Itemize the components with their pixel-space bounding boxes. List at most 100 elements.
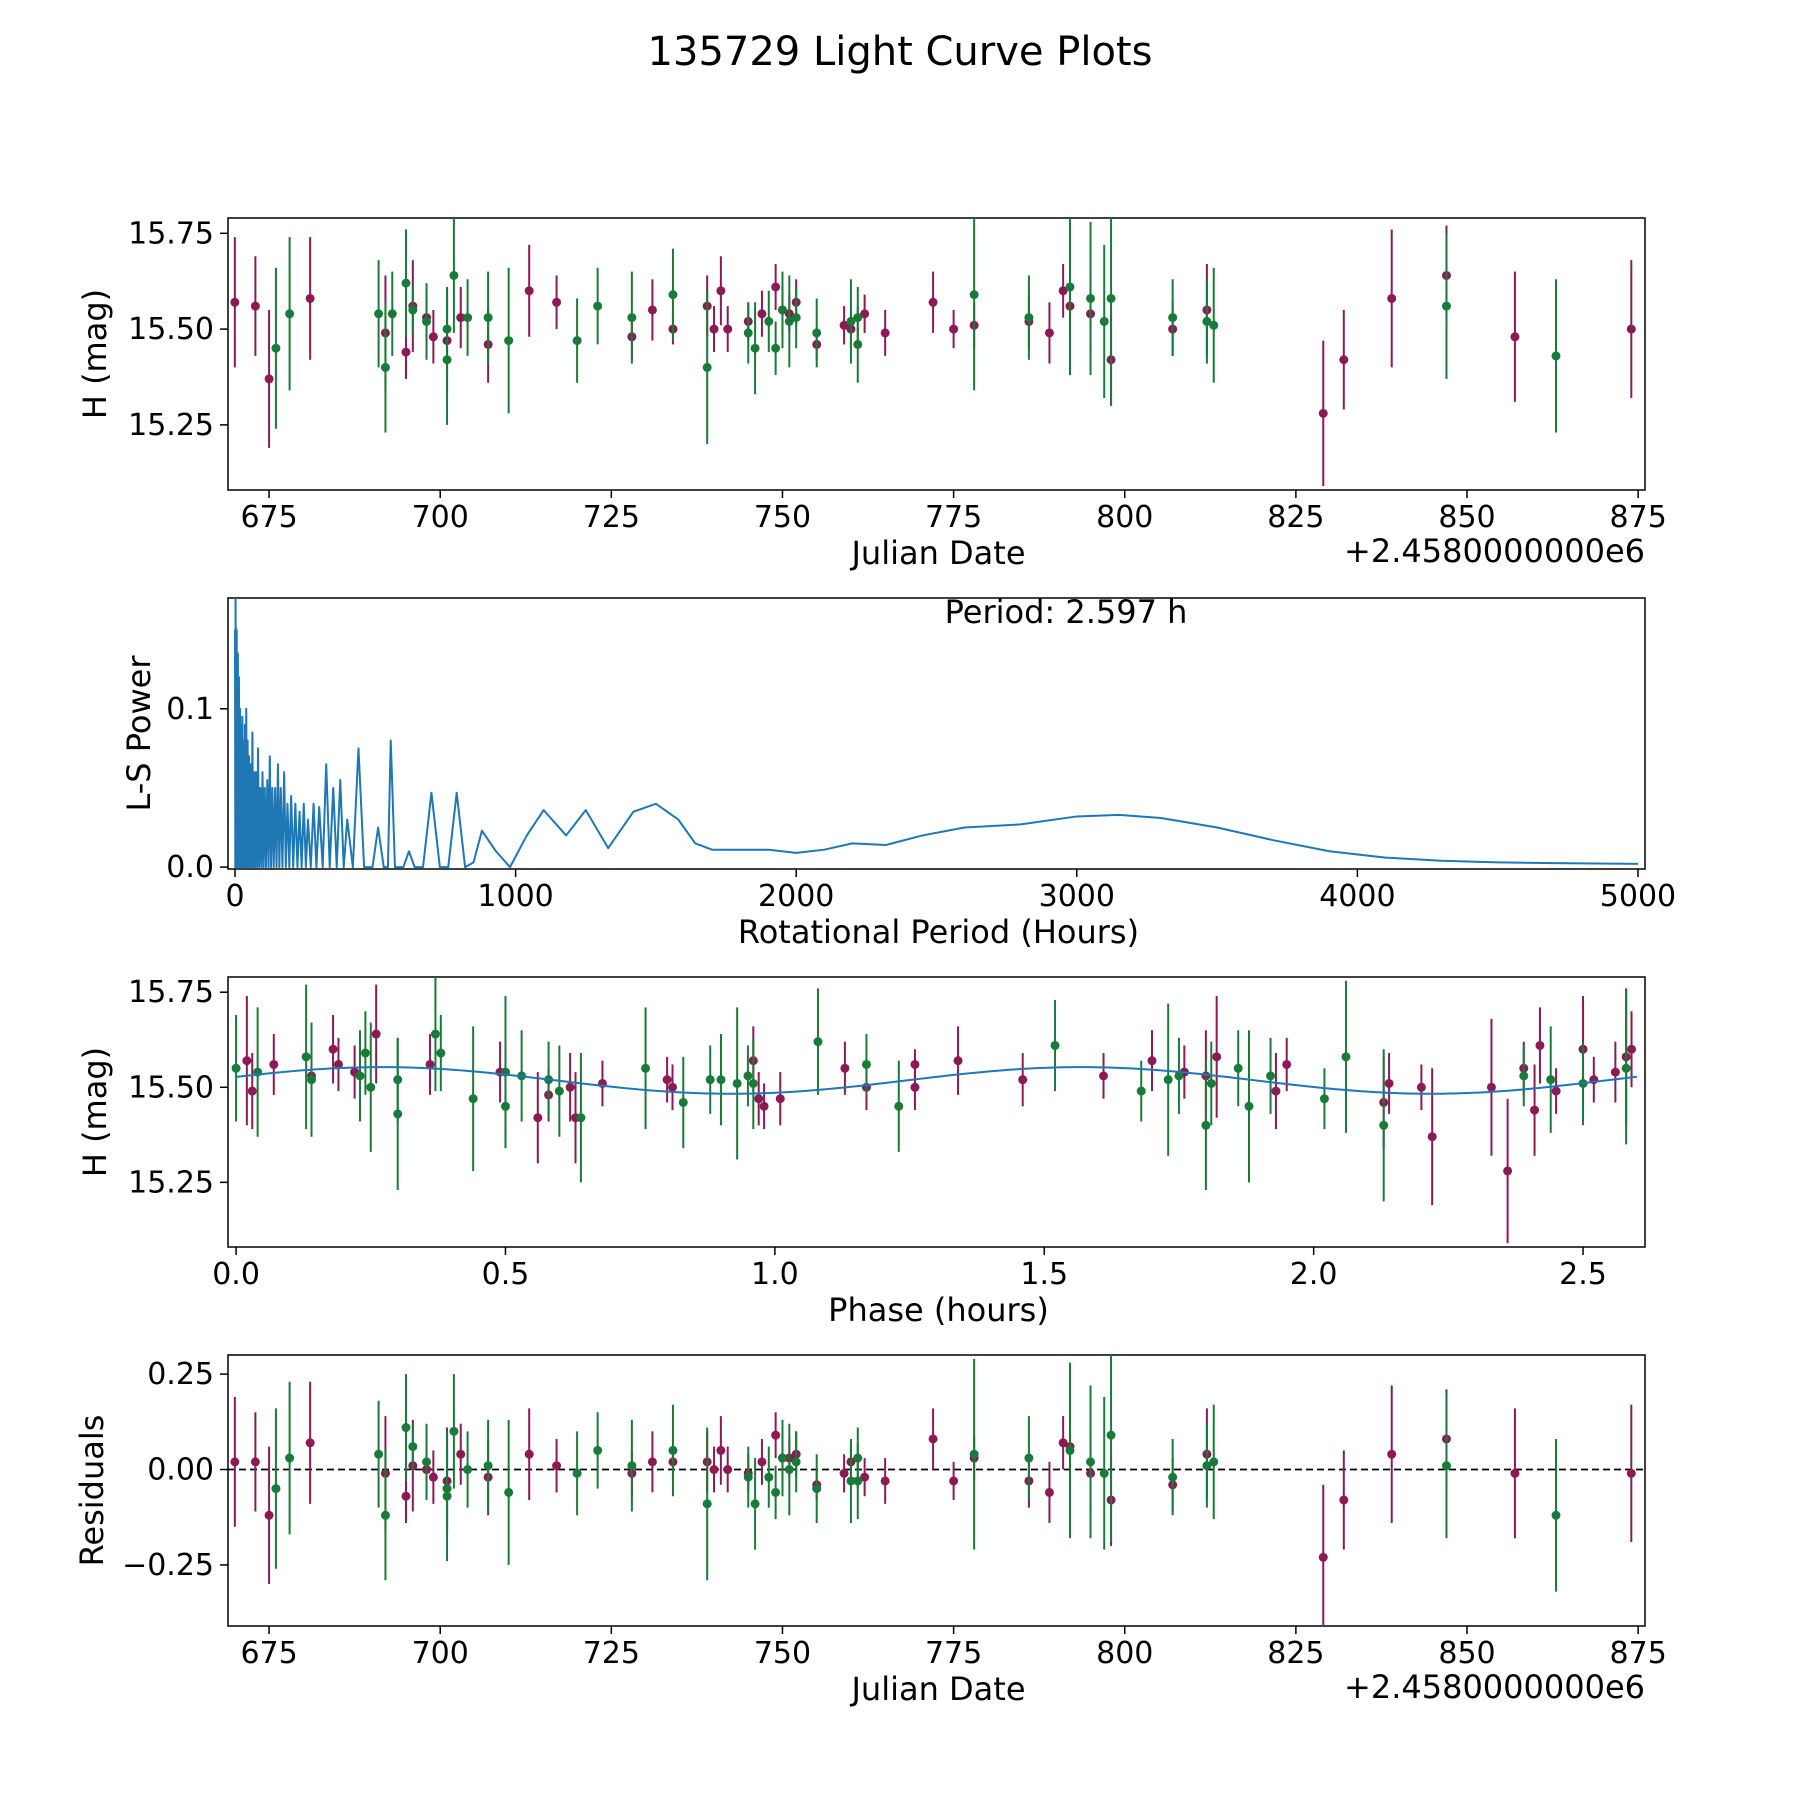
green-point: [1086, 1457, 1096, 1467]
green-point: [500, 1101, 510, 1111]
green-point: [374, 309, 384, 319]
green-point: [408, 305, 418, 315]
green-point: [784, 1465, 794, 1475]
magenta-point: [371, 1029, 381, 1039]
magenta-point: [647, 305, 657, 315]
green-point: [285, 309, 295, 319]
green-point: [1201, 1120, 1211, 1130]
residuals-xtick-label: 775: [925, 1636, 982, 1671]
magenta-point: [264, 374, 274, 384]
green-point: [641, 1063, 651, 1073]
green-point: [1136, 1086, 1146, 1096]
light-curve-xtick-label: 725: [583, 500, 640, 535]
magenta-point: [839, 1468, 849, 1478]
green-point: [791, 313, 801, 323]
magenta-point: [1627, 1044, 1637, 1054]
green-point: [387, 309, 397, 319]
green-point: [846, 1476, 856, 1486]
residuals-xtick-label: 750: [754, 1636, 811, 1671]
panel-light-curve: 675 700 725 750 775 800 825 850 875 15.25 15.50 15.…: [76, 216, 1667, 572]
residuals-ytick-label: 0.25: [147, 1357, 214, 1392]
green-point: [1024, 313, 1034, 323]
green-point: [705, 1075, 715, 1085]
green-point: [750, 343, 760, 353]
magenta-point: [524, 286, 534, 296]
residuals-frame: [227, 1354, 1646, 1627]
magenta-point: [860, 309, 870, 319]
green-point: [771, 1487, 781, 1497]
magenta-point: [425, 1059, 435, 1069]
green-point: [380, 1510, 390, 1520]
period-annotation: Period: 2.597 h: [945, 593, 1188, 631]
phased-xlabel: Phase (hours): [828, 1291, 1049, 1329]
green-point: [764, 1472, 774, 1482]
periodogram-ylabel: L-S Power: [120, 655, 158, 812]
light-curve-xtick-label: 750: [754, 500, 811, 535]
magenta-point: [1384, 1078, 1394, 1088]
green-point: [380, 362, 390, 372]
phase-model-curve: [235, 1066, 1638, 1095]
green-point: [1341, 1052, 1351, 1062]
green-point: [1174, 1071, 1184, 1081]
residuals-xtick-label: 825: [1267, 1636, 1324, 1671]
magenta-point: [456, 313, 466, 323]
magenta-point: [524, 1449, 534, 1459]
magenta-point: [667, 1082, 677, 1092]
green-point: [1244, 1101, 1254, 1111]
magenta-point: [1535, 1040, 1545, 1050]
periodogram-frame: [227, 597, 1646, 870]
green-point: [777, 1453, 787, 1463]
green-point: [743, 1472, 753, 1482]
green-point: [894, 1101, 904, 1111]
magenta-point: [1339, 1495, 1349, 1505]
green-point: [449, 270, 459, 280]
green-point: [1163, 1075, 1173, 1085]
panel-periodogram: 0 1000 2000 3000 4000 5000 0.0 0.1 Rotational Pe…: [120, 593, 1676, 951]
magenta-point: [662, 1075, 672, 1085]
magenta-point: [757, 1457, 767, 1467]
green-point: [812, 328, 822, 338]
magenta-point: [723, 1465, 733, 1475]
light-curve-xtick-label: 825: [1267, 500, 1324, 535]
green-point: [1209, 320, 1219, 330]
light-curve-ytick-label: 15.25: [128, 408, 214, 443]
magenta-point: [771, 1430, 781, 1440]
green-point: [307, 1075, 317, 1085]
green-point: [285, 1453, 295, 1463]
magenta-point: [1058, 1438, 1068, 1448]
green-point: [271, 1484, 281, 1494]
magenta-point: [1387, 1449, 1397, 1459]
light-curve-xlabel: Julian Date: [849, 534, 1025, 572]
magenta-point: [565, 1082, 575, 1092]
green-point: [1065, 282, 1075, 292]
green-point: [271, 343, 281, 353]
green-point: [374, 1449, 384, 1459]
periodogram-ytick-label: 0.0: [166, 850, 214, 885]
green-point: [1319, 1094, 1329, 1104]
green-point: [743, 1071, 753, 1081]
green-point: [422, 316, 432, 326]
residuals-offset-label: +2.4580000000e6: [1344, 1668, 1645, 1706]
green-point: [1379, 1120, 1389, 1130]
magenta-point: [1416, 1082, 1426, 1092]
green-point: [627, 1461, 637, 1471]
green-point: [846, 316, 856, 326]
residuals-xtick-label: 850: [1438, 1636, 1495, 1671]
residuals-xlabel: Julian Date: [849, 1670, 1025, 1708]
magenta-point: [552, 1461, 562, 1471]
magenta-point: [1282, 1059, 1292, 1069]
light-curve-frame: [227, 217, 1646, 491]
magenta-point: [709, 1465, 719, 1475]
green-point: [813, 1037, 823, 1047]
green-point: [853, 339, 863, 349]
green-point: [1233, 1063, 1243, 1073]
periodogram-xtick-label: 4000: [1319, 879, 1395, 914]
green-point: [483, 1461, 493, 1471]
light-curve-xtick-label: 850: [1438, 500, 1495, 535]
magenta-point: [456, 1449, 466, 1459]
magenta-point: [1530, 1105, 1540, 1115]
magenta-point: [716, 286, 726, 296]
green-point: [504, 1487, 514, 1497]
green-point: [572, 336, 582, 346]
green-point: [748, 1078, 758, 1088]
